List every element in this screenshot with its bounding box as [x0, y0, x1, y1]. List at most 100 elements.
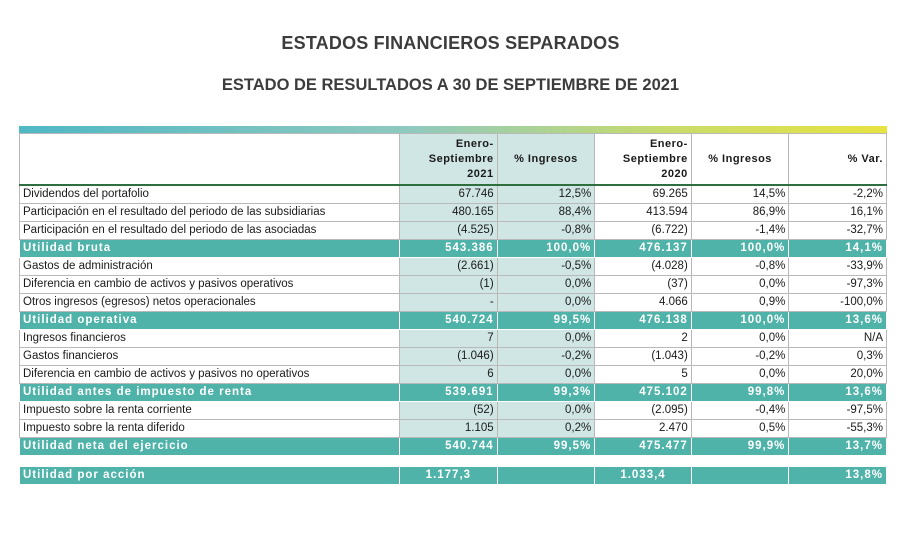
- cell-pct-2021: 0,0%: [496, 275, 596, 294]
- cell-pct-2021: 100,0%: [496, 239, 596, 258]
- cell-value-2021: 6: [399, 365, 498, 384]
- cell-pct-2021: 0,0%: [496, 293, 596, 312]
- spacer-row: [19, 455, 887, 467]
- row-label: Otros ingresos (egresos) netos operacion…: [18, 293, 401, 312]
- cell-value-2020: 1.033,4: [594, 466, 692, 485]
- cell-var: 16,1%: [788, 203, 887, 222]
- cell-pct-2021: 88,4%: [496, 203, 596, 222]
- cell-pct-2020: -0,8%: [690, 257, 790, 276]
- header-period-2021: Enero- Septiembre 2021: [399, 133, 498, 186]
- cell-value-2020: 476.137: [594, 239, 692, 258]
- cell-var: -2,2%: [788, 184, 887, 204]
- row-label: Diferencia en cambio de activos y pasivo…: [18, 275, 401, 294]
- cell-value-2021: 1.105: [399, 419, 498, 438]
- row-label: Utilidad operativa: [18, 311, 401, 330]
- row-label: Dividendos del portafolio: [18, 184, 401, 204]
- cell-value-2021: 1.177,3: [399, 466, 498, 485]
- cell-value-2020: 475.477: [594, 437, 692, 456]
- row-label: Participación en el resultado del period…: [18, 203, 401, 222]
- cell-var: -32,7%: [788, 221, 887, 240]
- row-label: Participación en el resultado del period…: [18, 221, 401, 240]
- total-row-utilidad-bruta: Utilidad bruta 543.386 100,0% 476.137 10…: [18, 239, 887, 258]
- row-label: Utilidad neta del ejercicio: [18, 437, 401, 456]
- row-label: Impuesto sobre la renta diferido: [18, 419, 401, 438]
- total-row-utilidad-neta: Utilidad neta del ejercicio 540.744 99,5…: [18, 437, 887, 456]
- document-title: ESTADOS FINANCIEROS SEPARADOS: [281, 33, 620, 53]
- income-statement-table: Enero- Septiembre 2021 % Ingresos Enero-…: [18, 133, 887, 485]
- cell-var: -33,9%: [788, 257, 887, 276]
- total-row-utilidad-por-accion: Utilidad por acción 1.177,3 1.033,4 13,8…: [18, 466, 887, 485]
- cell-value-2021: 543.386: [399, 239, 498, 258]
- cell-pct-2020: 99,9%: [690, 437, 790, 456]
- table-row: Diferencia en cambio de activos y pasivo…: [18, 365, 887, 384]
- cell-var: 14,1%: [788, 239, 887, 258]
- cell-value-2020: 476.138: [594, 311, 692, 330]
- table-row: Otros ingresos (egresos) netos operacion…: [18, 293, 887, 312]
- document-subtitle: ESTADO DE RESULTADOS A 30 DE SEPTIEMBRE …: [221, 76, 680, 94]
- cell-var: 13,7%: [788, 437, 887, 456]
- cell-value-2021: 67.746: [399, 184, 498, 204]
- cell-pct-2020: 0,9%: [690, 293, 790, 312]
- table-row: Participación en el resultado del period…: [18, 221, 887, 240]
- table-row: Impuesto sobre la renta diferido 1.105 0…: [18, 419, 887, 438]
- header-2020-line1: Enero-: [649, 137, 688, 150]
- cell-pct-2020: 14,5%: [690, 184, 790, 204]
- cell-value-2020: (37): [594, 275, 692, 294]
- cell-pct-2021: -0,5%: [496, 257, 596, 276]
- cell-pct-2021: 99,5%: [496, 311, 596, 330]
- cell-value-2020: 69.265: [594, 184, 692, 204]
- cell-pct-2021: -0,2%: [496, 347, 596, 366]
- cell-value-2021: 539.691: [399, 383, 498, 402]
- cell-value-2020: 4.066: [594, 293, 692, 312]
- cell-pct-2020: -0,2%: [690, 347, 790, 366]
- cell-value-2020: 5: [594, 365, 692, 384]
- cell-pct-2020: 0,0%: [690, 275, 790, 294]
- total-row-utilidad-antes-impuesto: Utilidad antes de impuesto de renta 539.…: [18, 383, 887, 402]
- table-row: Impuesto sobre la renta corriente (52) 0…: [18, 401, 887, 420]
- cell-pct-2020: 100,0%: [690, 239, 790, 258]
- header-2020-line3: 2020: [661, 167, 688, 180]
- cell-var: -100,0%: [788, 293, 887, 312]
- row-label: Ingresos financieros: [18, 329, 401, 348]
- table-row: Dividendos del portafolio 67.746 12,5% 6…: [18, 184, 887, 204]
- cell-pct-2021: 0,0%: [496, 365, 596, 384]
- cell-pct-2020: 100,0%: [690, 311, 790, 330]
- header-2021-line1: Enero-: [455, 137, 494, 150]
- cell-pct-2020: -1,4%: [690, 221, 790, 240]
- table-row: Participación en el resultado del period…: [18, 203, 887, 222]
- gradient-accent-bar: [19, 126, 887, 133]
- cell-pct-2021: -0,8%: [496, 221, 596, 240]
- header-2020-line2: Septiembre: [622, 152, 688, 165]
- cell-value-2021: 7: [399, 329, 498, 348]
- cell-value-2021: 540.744: [399, 437, 498, 456]
- row-label: Impuesto sobre la renta corriente: [18, 401, 401, 420]
- cell-pct-2020-empty: [690, 466, 790, 485]
- cell-var: 13,8%: [788, 466, 887, 485]
- table-row: Gastos de administración (2.661) -0,5% (…: [18, 257, 887, 276]
- row-label: Diferencia en cambio de activos y pasivo…: [18, 365, 401, 384]
- header-2021-line3: 2021: [467, 167, 494, 180]
- cell-value-2020: 413.594: [594, 203, 692, 222]
- cell-pct-2021: 0,0%: [496, 329, 596, 348]
- cell-value-2020: (2.095): [594, 401, 692, 420]
- cell-pct-2020: 0,0%: [690, 329, 790, 348]
- cell-value-2021: (1.046): [399, 347, 498, 366]
- cell-value-2020: 2: [594, 329, 692, 348]
- cell-pct-2021: 0,2%: [496, 419, 596, 438]
- cell-pct-2021: 99,5%: [496, 437, 596, 456]
- header-pct-ingresos-2021: % Ingresos: [496, 133, 596, 186]
- cell-pct-2021-empty: [496, 466, 596, 485]
- cell-pct-2021: 99,3%: [496, 383, 596, 402]
- cell-pct-2020: 99,8%: [690, 383, 790, 402]
- cell-value-2021: (1): [399, 275, 498, 294]
- cell-value-2021: (52): [399, 401, 498, 420]
- header-blank: [18, 133, 401, 186]
- header-period-2020: Enero- Septiembre 2020: [594, 133, 692, 186]
- row-label: Gastos de administración: [18, 257, 401, 276]
- table-header-row: Enero- Septiembre 2021 % Ingresos Enero-…: [18, 133, 887, 186]
- cell-pct-2020: -0,4%: [690, 401, 790, 420]
- cell-value-2021: 540.724: [399, 311, 498, 330]
- cell-value-2020: (4.028): [594, 257, 692, 276]
- cell-pct-2020: 0,0%: [690, 365, 790, 384]
- cell-var: N/A: [788, 329, 887, 348]
